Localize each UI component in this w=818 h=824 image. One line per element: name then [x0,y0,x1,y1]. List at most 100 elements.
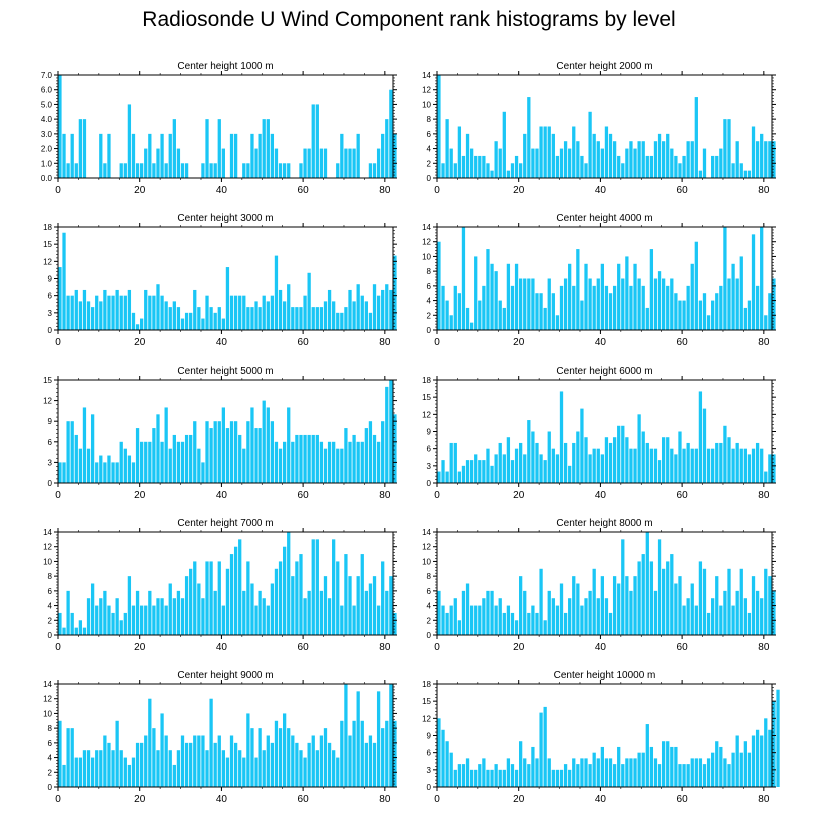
bar [694,241,698,330]
bar [445,471,449,483]
bar [772,590,776,635]
bar [360,554,364,635]
bar [612,437,617,483]
bar [95,750,99,787]
bar [653,758,658,787]
bar [576,764,580,787]
bar [246,421,250,483]
y-tick-label: 18 [422,680,431,689]
bar [727,278,731,330]
bar [539,712,543,787]
bar [674,293,678,330]
bar [482,598,486,635]
bar [514,620,519,635]
bar [600,576,604,635]
bar [344,684,348,787]
bar [739,163,743,178]
bar [250,407,254,483]
bar [254,757,258,787]
bar [315,307,319,330]
bar [364,301,368,330]
bar [674,155,678,178]
bar [653,590,658,635]
bar [764,718,768,787]
y-tick-label: 0.0 [41,174,53,183]
bar [625,256,629,330]
bar [523,758,527,787]
bar [107,133,111,178]
x-tick-label: 0 [55,794,61,805]
bar [315,104,319,178]
x-tick-label: 40 [216,642,228,653]
bar [376,605,381,635]
bar [238,434,242,483]
bar [617,425,621,483]
bar [180,318,185,330]
bar [698,561,703,635]
bar [213,421,217,483]
bar [184,163,189,178]
bar [727,119,731,178]
bar [389,576,393,635]
bar [641,285,645,330]
bar [682,300,686,330]
bar [453,285,457,330]
bar [694,97,698,178]
bar [539,293,543,330]
bar [686,442,690,483]
bar [364,428,368,483]
bar [311,104,315,178]
y-tick-label: 0 [427,631,432,640]
bar [461,155,466,178]
y-tick-label: 4 [427,145,432,154]
bar [682,155,686,178]
bar [768,729,772,787]
bar [201,318,205,330]
bar [527,420,531,483]
bar [311,307,315,330]
bar [213,163,217,178]
bar [299,307,303,330]
bar [617,263,621,330]
bar [360,720,364,787]
bar [457,471,462,483]
bar [580,300,584,330]
bar [702,568,707,635]
bar [568,263,572,330]
bar [107,742,111,787]
bar [645,724,649,787]
bar [180,441,185,483]
bar [612,576,617,635]
bar [131,133,136,178]
y-tick-label: 0 [48,326,53,335]
bar [144,148,148,178]
bar [119,441,123,483]
bar [747,170,752,178]
bar [465,307,470,330]
bar [555,454,560,483]
bar [242,757,246,787]
bar [103,462,107,483]
bar [307,434,311,483]
bar [686,598,690,635]
bar [698,170,703,178]
bar [735,590,739,635]
bar [364,590,368,635]
y-tick-label: 3 [427,462,432,471]
bar [62,764,66,787]
bar [352,301,356,330]
bar [184,312,189,330]
y-tick-label: 6 [427,749,432,758]
bar [372,163,377,178]
bar [74,163,78,178]
bar [482,758,486,787]
bar [213,312,217,330]
bar [282,546,287,635]
bar [123,757,127,787]
bar [307,742,311,787]
bar [82,750,87,787]
bar [140,742,144,787]
main-title: Radiosonde U Wind Component rank histogr… [142,8,676,31]
bar [768,141,772,178]
bar [66,295,70,330]
